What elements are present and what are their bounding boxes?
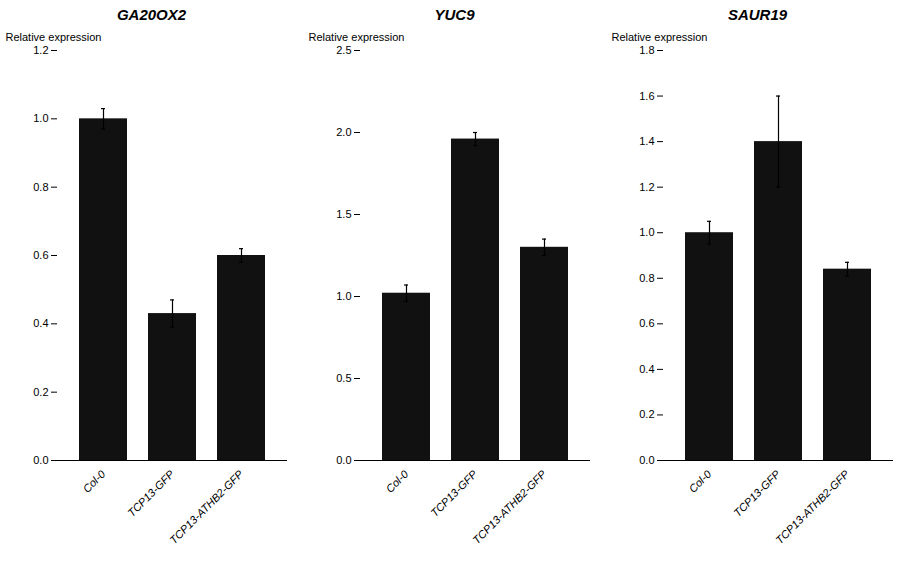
svg-text:TCP13-GFP: TCP13-GFP <box>731 467 783 519</box>
svg-text:1.2: 1.2 <box>33 44 48 56</box>
svg-text:0.6: 0.6 <box>639 317 654 329</box>
svg-text:0.2: 0.2 <box>33 386 48 398</box>
svg-text:0.4: 0.4 <box>33 317 48 329</box>
html-text:SAUR19: SAUR19 <box>727 6 788 23</box>
svg-text:0.6: 0.6 <box>33 249 48 261</box>
svg-text:TCP13-ATHB2-GFP: TCP13-ATHB2-GFP <box>167 467 246 546</box>
svg-text:1.8: 1.8 <box>639 44 654 56</box>
html-text:YUC9: YUC9 <box>434 6 475 23</box>
svg-text:0.8: 0.8 <box>33 181 48 193</box>
svg-text:1.2: 1.2 <box>639 181 654 193</box>
svg-text:1.0: 1.0 <box>639 226 654 238</box>
svg-text:Col-0: Col-0 <box>383 467 411 495</box>
svg-text:0.4: 0.4 <box>639 363 654 375</box>
svg-text:Col-0: Col-0 <box>80 467 108 495</box>
svg-text:TCP13-ATHB2-GFP: TCP13-ATHB2-GFP <box>470 467 549 546</box>
html-text:GA20OX2: GA20OX2 <box>116 6 187 23</box>
svg-text:0.0: 0.0 <box>33 454 48 466</box>
svg-text:TCP13-ATHB2-GFP: TCP13-ATHB2-GFP <box>773 467 852 546</box>
svg-text:TCP13-GFP: TCP13-GFP <box>125 467 177 519</box>
svg-text:TCP13-GFP: TCP13-GFP <box>428 467 480 519</box>
svg-text:0.8: 0.8 <box>639 272 654 284</box>
svg-text:0.0: 0.0 <box>336 454 351 466</box>
svg-text:Col-0: Col-0 <box>686 467 714 495</box>
svg-text:0.0: 0.0 <box>639 454 654 466</box>
svg-text:0.5: 0.5 <box>336 372 351 384</box>
svg-text:1.5: 1.5 <box>336 208 351 220</box>
svg-text:0.2: 0.2 <box>639 408 654 420</box>
svg-text:Relative expression: Relative expression <box>5 31 101 43</box>
svg-text:1.4: 1.4 <box>639 135 654 147</box>
svg-text:Relative expression: Relative expression <box>611 31 707 43</box>
svg-text:1.0: 1.0 <box>33 112 48 124</box>
svg-text:2.5: 2.5 <box>336 44 351 56</box>
svg-text:1.6: 1.6 <box>639 90 654 102</box>
svg-text:Relative expression: Relative expression <box>308 31 404 43</box>
svg-text:2.0: 2.0 <box>336 126 351 138</box>
svg-text:1.0: 1.0 <box>336 290 351 302</box>
